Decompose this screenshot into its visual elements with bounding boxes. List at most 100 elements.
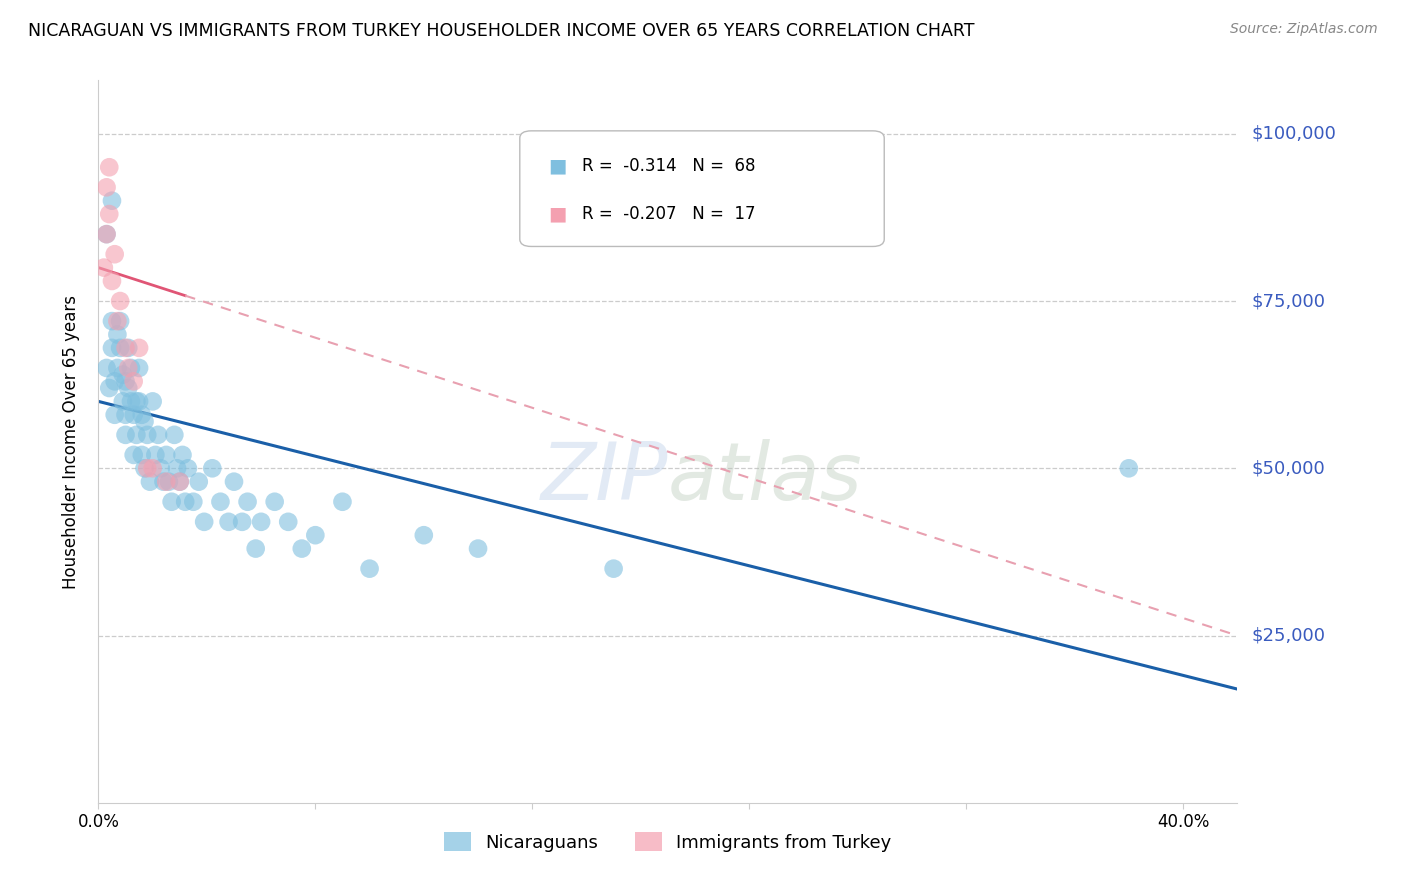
Point <box>602 562 624 576</box>
Point <box>467 541 489 556</box>
Point <box>131 408 153 422</box>
Point <box>101 274 124 288</box>
Point <box>146 427 169 442</box>
Point <box>122 448 145 462</box>
Point <box>125 427 148 442</box>
Point <box>145 448 167 462</box>
Point <box>169 475 191 489</box>
Point <box>93 260 115 275</box>
Point <box>231 515 253 529</box>
Point <box>114 341 136 355</box>
Point <box>114 408 136 422</box>
Point <box>98 161 121 175</box>
Point <box>1118 461 1140 475</box>
Text: ZIP: ZIP <box>540 439 668 516</box>
Point <box>108 314 131 328</box>
Point <box>96 227 118 241</box>
Point <box>142 461 165 475</box>
Text: Source: ZipAtlas.com: Source: ZipAtlas.com <box>1230 22 1378 37</box>
Text: $100,000: $100,000 <box>1251 125 1336 143</box>
Point <box>104 408 127 422</box>
Point <box>163 427 186 442</box>
Point <box>136 461 159 475</box>
Point <box>107 327 129 342</box>
Text: $75,000: $75,000 <box>1251 292 1326 310</box>
Text: atlas: atlas <box>668 439 863 516</box>
Point <box>142 394 165 409</box>
Point <box>114 375 136 389</box>
Point <box>209 494 232 508</box>
Point <box>263 494 285 508</box>
Y-axis label: Householder Income Over 65 years: Householder Income Over 65 years <box>62 294 80 589</box>
Text: R =  -0.207   N =  17: R = -0.207 N = 17 <box>582 205 756 223</box>
Point <box>218 515 240 529</box>
Point <box>152 475 174 489</box>
Point <box>155 475 177 489</box>
Point <box>134 414 156 428</box>
Text: NICARAGUAN VS IMMIGRANTS FROM TURKEY HOUSEHOLDER INCOME OVER 65 YEARS CORRELATIO: NICARAGUAN VS IMMIGRANTS FROM TURKEY HOU… <box>28 22 974 40</box>
Point <box>111 394 134 409</box>
Point <box>128 361 150 376</box>
Point <box>101 314 124 328</box>
Point <box>122 408 145 422</box>
Point <box>177 461 200 475</box>
Point <box>104 247 127 261</box>
Point <box>114 427 136 442</box>
Point <box>250 515 273 529</box>
Point <box>120 361 142 376</box>
Point <box>166 461 188 475</box>
Point <box>172 448 194 462</box>
Point <box>183 494 205 508</box>
Point <box>117 381 139 395</box>
Text: $25,000: $25,000 <box>1251 626 1326 645</box>
Point <box>332 494 354 508</box>
Point <box>125 394 148 409</box>
Point <box>236 494 259 508</box>
Point <box>107 314 129 328</box>
Point <box>169 475 191 489</box>
Text: R =  -0.314   N =  68: R = -0.314 N = 68 <box>582 157 756 176</box>
FancyBboxPatch shape <box>520 131 884 246</box>
Point <box>136 427 159 442</box>
Point <box>291 541 314 556</box>
Point <box>104 375 127 389</box>
Point <box>222 475 245 489</box>
Point <box>96 361 118 376</box>
Point <box>174 494 197 508</box>
Point <box>412 528 434 542</box>
Text: ■: ■ <box>548 204 567 224</box>
Point <box>96 180 118 194</box>
Point <box>128 394 150 409</box>
Point <box>201 461 224 475</box>
Point <box>122 375 145 389</box>
Point <box>131 448 153 462</box>
Text: $50,000: $50,000 <box>1251 459 1324 477</box>
Point <box>155 448 177 462</box>
Point <box>160 494 183 508</box>
Point <box>245 541 267 556</box>
Point <box>101 194 124 208</box>
Point <box>98 207 121 221</box>
Point <box>304 528 326 542</box>
Point <box>117 341 139 355</box>
Point <box>187 475 209 489</box>
Point <box>101 341 124 355</box>
Point <box>157 475 180 489</box>
Point <box>111 368 134 382</box>
Point <box>149 461 172 475</box>
Point <box>193 515 215 529</box>
Point <box>108 293 131 308</box>
Point <box>98 381 121 395</box>
Point <box>107 361 129 376</box>
Point <box>359 562 381 576</box>
Point <box>134 461 156 475</box>
Point <box>108 341 131 355</box>
Legend: Nicaraguans, Immigrants from Turkey: Nicaraguans, Immigrants from Turkey <box>437 825 898 859</box>
Text: ■: ■ <box>548 157 567 176</box>
Point <box>277 515 299 529</box>
Point <box>128 341 150 355</box>
Point <box>117 361 139 376</box>
Point <box>139 475 162 489</box>
Point <box>120 394 142 409</box>
Point <box>96 227 118 241</box>
